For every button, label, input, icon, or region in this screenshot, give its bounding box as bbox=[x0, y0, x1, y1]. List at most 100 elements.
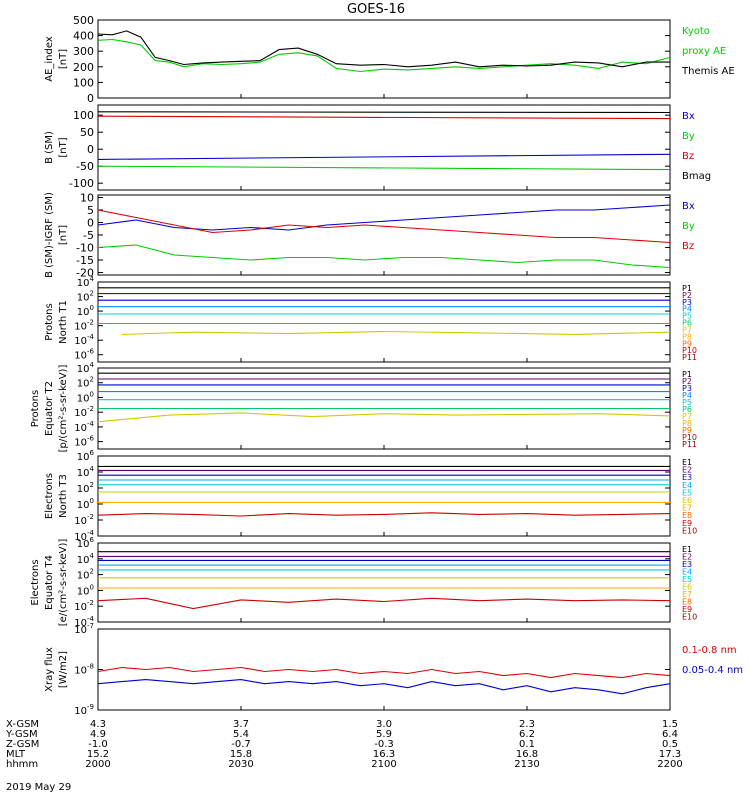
e_t3-legend-entry: E1 bbox=[682, 458, 692, 467]
ae-ytick-label: 500 bbox=[73, 14, 94, 27]
e_t4-legend-entry: E3 bbox=[682, 560, 692, 569]
e_t3-legend-entry: E6 bbox=[682, 496, 692, 505]
e_t3-ylabel: North T3 bbox=[58, 474, 69, 518]
xaxis-tick-value: 4.3 bbox=[90, 719, 106, 730]
ae-ytick-label: 200 bbox=[73, 61, 94, 74]
bigrf-ytick-label: 5 bbox=[87, 204, 94, 217]
xaxis-tick-value: 2.3 bbox=[519, 719, 535, 730]
p_t1-ytick-label: 102 bbox=[77, 290, 94, 304]
ae-ytick-label: 0 bbox=[87, 92, 94, 105]
xaxis-tick-value: 17.3 bbox=[659, 749, 681, 760]
e_t4-ytick-label: 104 bbox=[77, 552, 95, 566]
ae-legend-entry: proxy AE bbox=[682, 46, 726, 57]
ae-ytick-label: 400 bbox=[73, 30, 94, 43]
ae-series-kyoto-proxy-ae bbox=[97, 38, 671, 73]
p_t2-ytick-label: 10-6 bbox=[74, 435, 94, 449]
e_t3-legend-entry: E7 bbox=[682, 504, 692, 513]
xray-ylabel: [W/m2] bbox=[58, 651, 69, 688]
bsm-ylabel: B (SM) bbox=[44, 131, 55, 164]
xaxis-tick-value: 16.3 bbox=[373, 749, 395, 760]
xaxis-tick-value: 2000 bbox=[85, 759, 110, 770]
bsm-ytick-label: 0 bbox=[87, 143, 94, 156]
bsm-ytick-label: -50 bbox=[76, 160, 94, 173]
e_t4-legend-entry: E5 bbox=[682, 575, 692, 584]
p_t1-legend-entry: P2 bbox=[682, 291, 692, 300]
p_t1-ytick-label: 100 bbox=[77, 304, 94, 318]
bigrf-ylabel: [nT] bbox=[58, 225, 69, 245]
e_t4-legend-entry: E4 bbox=[682, 568, 692, 577]
xray-ytick-label: 10-8 bbox=[74, 663, 94, 677]
bigrf-legend-entry: By bbox=[682, 221, 695, 232]
e_t4-ytick-label: 106 bbox=[77, 536, 95, 550]
p_t1-series-p7 bbox=[121, 330, 671, 335]
bsm-ytick-label: 100 bbox=[73, 109, 94, 122]
xray-series-0-05-0-4-nm bbox=[97, 679, 671, 695]
p_t2-ytick-label: 10-2 bbox=[74, 405, 94, 419]
e_t4-series-e8 bbox=[97, 597, 671, 610]
p_t1-legend-entry: P3 bbox=[682, 298, 692, 307]
p_t1-legend-entry: P11 bbox=[682, 353, 697, 362]
e_t4-legend-entry: E9 bbox=[682, 605, 692, 614]
e_t4-legend-entry: E10 bbox=[682, 613, 697, 622]
p_t2-legend-entry: P1 bbox=[682, 370, 692, 379]
p_t1-legend-entry: P5 bbox=[682, 312, 692, 321]
xaxis-tick-value: 2200 bbox=[657, 759, 682, 770]
p_t1-legend-entry: P9 bbox=[682, 339, 692, 348]
bsm-series-by bbox=[97, 165, 671, 171]
bigrf-series-by bbox=[97, 244, 671, 269]
p_t1-ytick-label: 104 bbox=[77, 275, 95, 289]
bigrf-series-bz bbox=[97, 209, 671, 244]
ae-legend-entry: Kyoto bbox=[682, 26, 710, 37]
p_t2-legend-entry: P8 bbox=[682, 419, 692, 428]
xaxis-row-label: Y-GSM bbox=[5, 729, 38, 740]
bsm-ytick-label: -100 bbox=[69, 177, 94, 190]
e_t3-ytick-label: 10-2 bbox=[74, 513, 94, 527]
bsm-ylabel: [nT] bbox=[58, 137, 69, 157]
p_t1-legend-entry: P1 bbox=[682, 284, 692, 293]
p_t2-legend-entry: P9 bbox=[682, 426, 692, 435]
e_t3-legend-entry: E4 bbox=[682, 481, 692, 490]
xray-series-0-1-0-8-nm bbox=[97, 666, 671, 679]
e_t3-ytick-label: 104 bbox=[77, 465, 95, 479]
p_t2-legend-entry: P3 bbox=[682, 384, 692, 393]
xaxis-row-label: MLT bbox=[6, 749, 26, 760]
xaxis-tick-value: 4.9 bbox=[90, 729, 106, 740]
bigrf-ytick-label: -5 bbox=[83, 229, 94, 242]
xaxis-tick-value: 6.2 bbox=[519, 729, 535, 740]
p_t2-legend-entry: P2 bbox=[682, 377, 692, 386]
e_t4-ytick-label: 102 bbox=[77, 568, 94, 582]
xaxis-tick-value: 0.5 bbox=[662, 739, 678, 750]
e_t4-ylabel: Electrons bbox=[30, 559, 41, 605]
xray-ytick-label: 10-7 bbox=[74, 622, 94, 636]
bigrf-legend-entry: Bx bbox=[682, 201, 695, 212]
xaxis-tick-value: 16.8 bbox=[516, 749, 538, 760]
p_t1-legend-entry: P7 bbox=[682, 325, 692, 334]
ae-frame bbox=[97, 19, 671, 99]
e_t4-frame bbox=[97, 542, 671, 623]
e_t3-frame bbox=[97, 455, 671, 537]
ae-ylabel: [nT] bbox=[58, 49, 69, 69]
p_t1-ytick-label: 10-4 bbox=[74, 333, 94, 347]
bigrf-ylabel: B (SM)-IGRF (SM) bbox=[44, 192, 55, 278]
bigrf-ytick-label: 10 bbox=[80, 192, 94, 205]
p_t2-legend-entry: P4 bbox=[682, 391, 692, 400]
p_t2-legend-entry: P10 bbox=[682, 433, 697, 442]
p_t2-legend-entry: P11 bbox=[682, 440, 697, 449]
xaxis-tick-value: 15.8 bbox=[230, 749, 252, 760]
bsm-legend-entry: By bbox=[682, 131, 695, 142]
e_t4-legend-entry: E8 bbox=[682, 598, 692, 607]
bsm-ytick-label: 50 bbox=[80, 126, 94, 139]
xray-ytick-label: 10-9 bbox=[74, 703, 94, 717]
xaxis-tick-value: 5.9 bbox=[376, 729, 392, 740]
bsm-series-bz bbox=[97, 115, 671, 120]
bsm-legend-entry: Bmag bbox=[682, 171, 711, 182]
p_t1-ytick-label: 10-6 bbox=[74, 348, 94, 362]
e_t3-legend-entry: E9 bbox=[682, 519, 692, 528]
p_t1-legend-entry: P10 bbox=[682, 346, 697, 355]
e_t4-ylabel: [e/(cm²-s-sr-keV)] bbox=[58, 539, 69, 627]
e_t4-ytick-label: 10-4 bbox=[74, 615, 94, 629]
xaxis-tick-value: 3.7 bbox=[233, 719, 249, 730]
bsm-series-bx bbox=[97, 153, 671, 160]
xaxis-tick-value: 1.5 bbox=[662, 719, 678, 730]
xaxis-tick-value: 15.2 bbox=[87, 749, 109, 760]
